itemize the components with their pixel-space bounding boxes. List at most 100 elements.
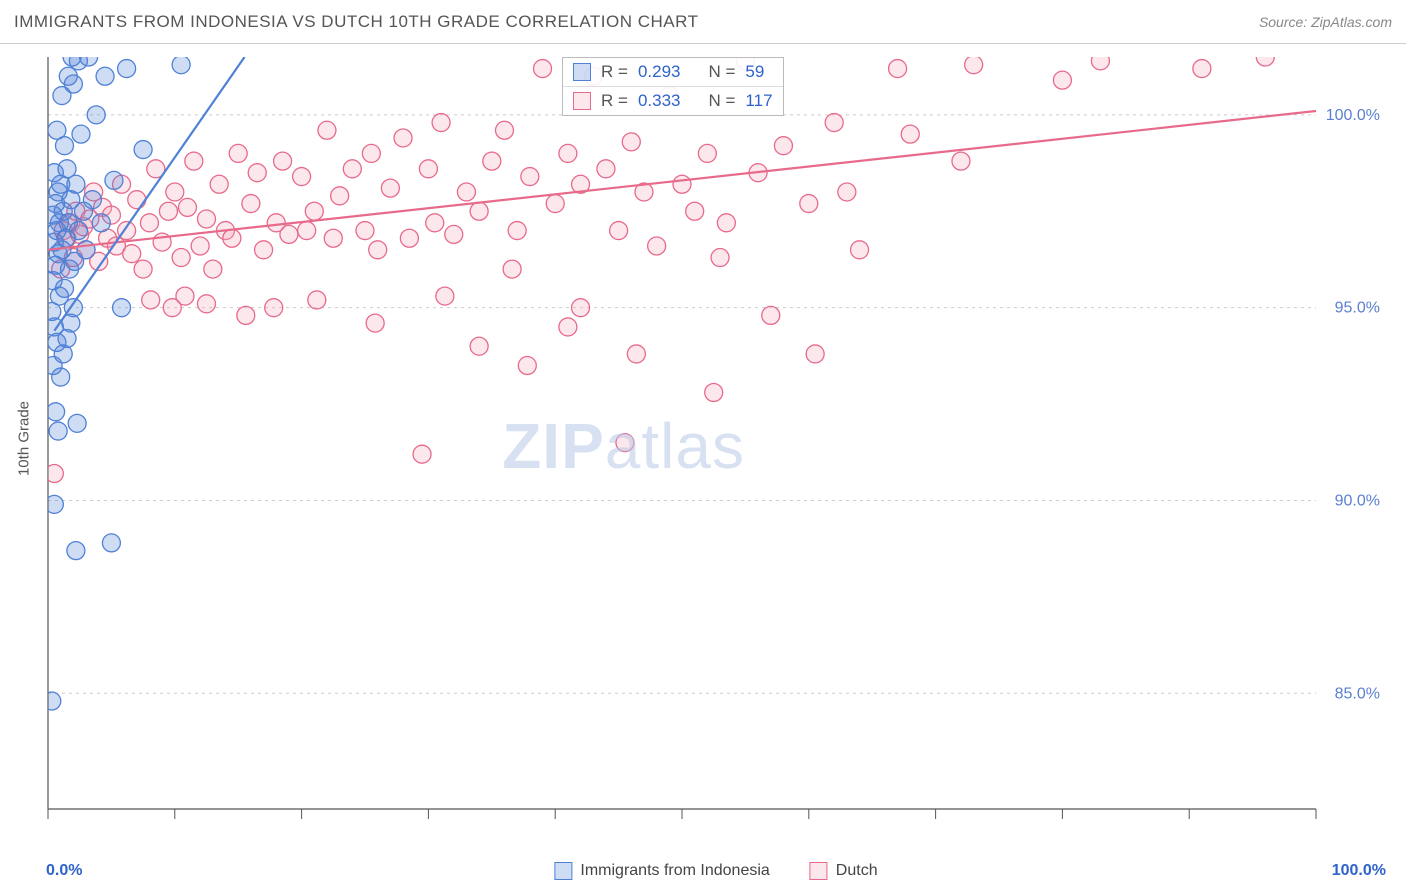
data-point-dutch xyxy=(331,187,349,205)
stat-r-label: R = xyxy=(601,91,628,111)
data-point-indonesia xyxy=(102,534,120,552)
data-point-dutch xyxy=(265,299,283,317)
data-point-dutch xyxy=(851,241,869,259)
data-point-dutch xyxy=(123,245,141,263)
chart-title: IMMIGRANTS FROM INDONESIA VS DUTCH 10TH … xyxy=(14,12,699,32)
data-point-dutch xyxy=(616,434,634,452)
legend-item-dutch: Dutch xyxy=(810,862,878,880)
x-axis-max-label: 100.0% xyxy=(1332,862,1386,880)
data-point-indonesia xyxy=(46,692,61,710)
data-point-dutch xyxy=(242,195,260,213)
data-point-dutch xyxy=(198,295,216,313)
data-point-dutch xyxy=(142,291,160,309)
data-point-dutch xyxy=(457,183,475,201)
data-point-dutch xyxy=(159,202,177,220)
data-point-dutch xyxy=(413,445,431,463)
data-point-indonesia xyxy=(92,214,110,232)
data-point-dutch xyxy=(470,337,488,355)
stats-row-indonesia: R =0.293N =59 xyxy=(563,58,783,86)
data-point-dutch xyxy=(223,229,241,247)
data-point-indonesia xyxy=(47,403,65,421)
data-point-dutch xyxy=(648,237,666,255)
data-point-dutch xyxy=(362,144,380,162)
stats-swatch xyxy=(573,92,591,110)
data-point-dutch xyxy=(572,299,590,317)
data-point-dutch xyxy=(305,202,323,220)
x-axis-row: 0.0% Immigrants from IndonesiaDutch 100.… xyxy=(46,856,1386,886)
data-point-dutch xyxy=(774,137,792,155)
y-tick-label: 95.0% xyxy=(1335,300,1380,317)
y-axis-label: 10th Grade xyxy=(16,401,33,476)
data-point-dutch xyxy=(255,241,273,259)
y-tick-label: 90.0% xyxy=(1335,492,1380,509)
data-point-dutch xyxy=(166,183,184,201)
data-point-dutch xyxy=(559,144,577,162)
data-point-dutch xyxy=(366,314,384,332)
stat-n-value: 59 xyxy=(745,62,764,82)
data-point-indonesia xyxy=(113,299,131,317)
stat-r-label: R = xyxy=(601,62,628,82)
data-point-dutch xyxy=(627,345,645,363)
x-axis-min-label: 0.0% xyxy=(46,862,82,880)
data-point-dutch xyxy=(622,133,640,151)
data-point-dutch xyxy=(432,114,450,132)
data-point-dutch xyxy=(128,191,146,209)
data-point-indonesia xyxy=(105,171,123,189)
data-point-dutch xyxy=(800,195,818,213)
trend-line-indonesia xyxy=(54,57,244,331)
data-point-dutch xyxy=(445,225,463,243)
data-point-indonesia xyxy=(77,241,95,259)
data-point-dutch xyxy=(308,291,326,309)
data-point-dutch xyxy=(610,222,628,240)
data-point-dutch xyxy=(140,214,158,232)
data-point-indonesia xyxy=(48,121,66,139)
data-point-indonesia xyxy=(59,67,77,85)
data-point-dutch xyxy=(176,287,194,305)
data-point-dutch xyxy=(521,168,539,186)
chart-container: IMMIGRANTS FROM INDONESIA VS DUTCH 10TH … xyxy=(0,0,1406,892)
data-point-dutch xyxy=(965,56,983,74)
data-point-dutch xyxy=(248,164,266,182)
data-point-dutch xyxy=(229,144,247,162)
data-point-indonesia xyxy=(46,495,63,513)
data-point-dutch xyxy=(1091,53,1109,70)
data-point-indonesia xyxy=(118,60,136,78)
data-point-dutch xyxy=(394,129,412,147)
data-point-dutch xyxy=(46,464,63,482)
stats-legend: R = 0.293 N = 59 R = 0.333 N = 117 xyxy=(562,57,784,116)
data-point-dutch xyxy=(237,306,255,324)
data-point-dutch xyxy=(559,318,577,336)
stats-swatch xyxy=(573,63,591,81)
data-point-dutch xyxy=(717,214,735,232)
data-point-dutch xyxy=(698,144,716,162)
legend-swatch xyxy=(554,862,572,880)
data-point-dutch xyxy=(838,183,856,201)
data-point-indonesia xyxy=(58,160,76,178)
data-point-indonesia xyxy=(72,125,90,143)
data-point-dutch xyxy=(806,345,824,363)
data-point-indonesia xyxy=(63,53,81,66)
data-point-indonesia xyxy=(67,542,85,560)
data-point-dutch xyxy=(470,202,488,220)
trend-line-dutch xyxy=(48,111,1316,250)
data-point-dutch xyxy=(436,287,454,305)
scatter-plot: 85.0%90.0%95.0%100.0% xyxy=(46,53,1386,829)
legend-label: Dutch xyxy=(836,862,878,880)
stat-n-label: N = xyxy=(708,91,735,111)
data-point-indonesia xyxy=(87,106,105,124)
data-point-dutch xyxy=(901,125,919,143)
data-point-dutch xyxy=(1256,53,1274,66)
data-point-dutch xyxy=(210,175,228,193)
data-point-dutch xyxy=(356,222,374,240)
stat-r-value: 0.293 xyxy=(638,62,681,82)
data-point-indonesia xyxy=(68,414,86,432)
bottom-legend: Immigrants from IndonesiaDutch xyxy=(554,862,877,880)
data-point-dutch xyxy=(381,179,399,197)
stat-r-value: 0.333 xyxy=(638,91,681,111)
stats-row-dutch: R = 0.333 N = 117 xyxy=(563,86,783,115)
stat-n-value: 117 xyxy=(745,91,772,111)
data-point-dutch xyxy=(518,357,536,375)
data-point-dutch xyxy=(483,152,501,170)
data-point-dutch xyxy=(711,249,729,267)
data-point-indonesia xyxy=(80,53,98,66)
